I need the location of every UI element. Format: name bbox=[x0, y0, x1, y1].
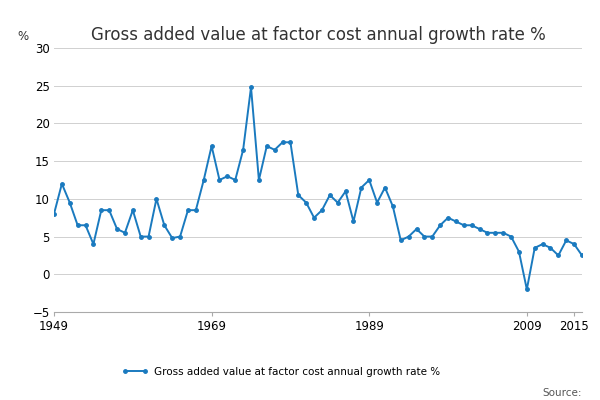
Gross added value at factor cost annual growth rate % bbox=[247, 85, 254, 90]
Gross added value at factor cost annual growth rate % bbox=[413, 227, 420, 232]
Legend: Gross added value at factor cost annual growth rate %: Gross added value at factor cost annual … bbox=[118, 362, 444, 381]
Gross added value at factor cost annual growth rate % bbox=[578, 253, 586, 258]
Gross added value at factor cost annual growth rate % bbox=[523, 287, 530, 292]
Gross added value at factor cost annual growth rate % bbox=[531, 246, 538, 250]
Text: Source:: Source: bbox=[542, 388, 582, 398]
Line: Gross added value at factor cost annual growth rate %: Gross added value at factor cost annual … bbox=[52, 86, 584, 291]
Gross added value at factor cost annual growth rate % bbox=[437, 223, 444, 228]
Gross added value at factor cost annual growth rate % bbox=[476, 227, 483, 232]
Text: %: % bbox=[17, 30, 28, 43]
Title: Gross added value at factor cost annual growth rate %: Gross added value at factor cost annual … bbox=[91, 26, 545, 44]
Gross added value at factor cost annual growth rate % bbox=[547, 246, 554, 250]
Gross added value at factor cost annual growth rate % bbox=[539, 242, 546, 246]
Gross added value at factor cost annual growth rate % bbox=[50, 212, 58, 216]
